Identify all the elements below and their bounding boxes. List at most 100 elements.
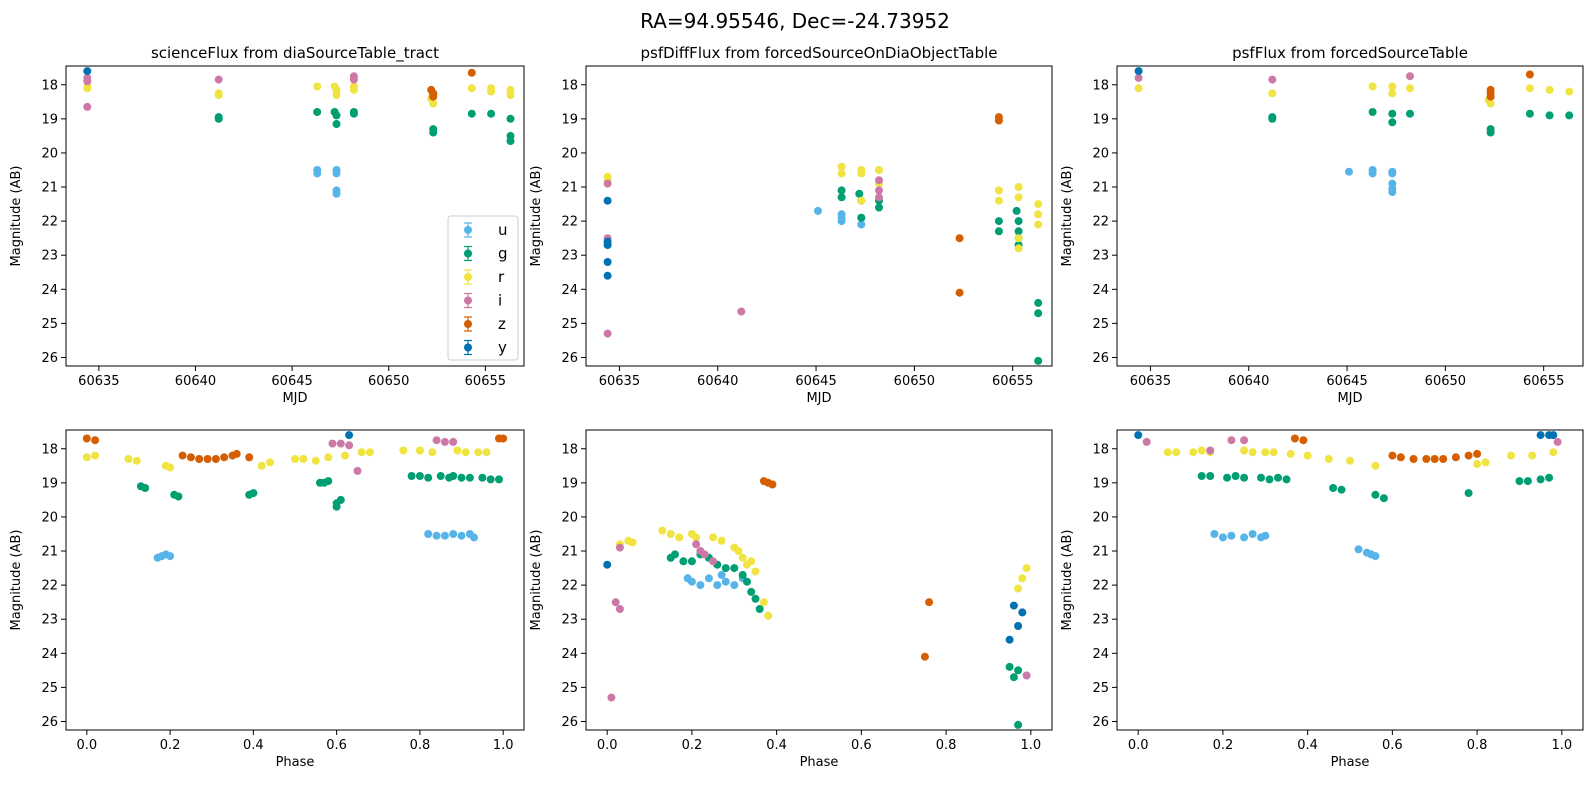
point-u — [1227, 531, 1236, 540]
point-g — [1536, 475, 1545, 484]
point-r — [857, 169, 866, 178]
point-g — [478, 473, 487, 482]
point-i — [1268, 75, 1277, 84]
point-y — [603, 258, 612, 266]
point-r — [1022, 564, 1031, 573]
point-r — [311, 456, 320, 465]
point-g — [1523, 477, 1532, 486]
point-z — [203, 455, 212, 463]
data-layer — [83, 67, 515, 198]
point-r — [487, 87, 496, 96]
point-r — [1481, 458, 1490, 467]
point-g — [1329, 484, 1338, 492]
x-tick-label: 0.4 — [243, 738, 264, 753]
point-i — [1022, 671, 1031, 680]
point-y — [83, 67, 92, 76]
point-y — [1134, 431, 1143, 440]
point-g — [1240, 473, 1249, 482]
point-g — [1388, 118, 1397, 127]
y-tick-label: 25 — [561, 317, 578, 332]
x-tick-label: 60635 — [78, 374, 119, 389]
x-tick-label: 0.8 — [1467, 738, 1488, 753]
point-r — [1549, 448, 1558, 457]
panel-5: 0.0 0.2 0.4 0.6 0.8 1.0 18 19 20 21 22 23 24 25 26 Phas… — [529, 429, 1053, 770]
point-y — [345, 431, 354, 440]
y-tick-label: 20 — [1092, 146, 1109, 161]
y-tick-label: 21 — [41, 181, 58, 196]
point-z — [955, 234, 964, 243]
figure-title: RA=94.95546, Dec=-24.73952 — [640, 9, 950, 33]
point-r — [291, 455, 299, 463]
point-g — [837, 186, 846, 195]
point-r — [1014, 584, 1023, 593]
point-r — [415, 446, 424, 455]
point-r — [91, 451, 100, 460]
point-r — [666, 530, 675, 538]
point-i — [328, 439, 337, 448]
point-r — [1528, 451, 1537, 460]
point-r — [1014, 244, 1023, 253]
y-tick-label: 26 — [561, 715, 578, 730]
point-g — [1005, 662, 1014, 671]
point-r — [83, 84, 92, 93]
point-g — [332, 502, 341, 511]
panel-6: 0.0 0.2 0.4 0.6 0.8 1.0 18 19 20 21 22 23 24 25 26 Phas… — [1060, 429, 1584, 770]
point-g — [1565, 111, 1574, 120]
point-g — [1486, 128, 1495, 137]
y-tick-label: 20 — [561, 146, 578, 161]
point-r — [1406, 84, 1414, 93]
point-g — [1206, 472, 1215, 480]
y-axis-label: Magnitude (AB) — [1060, 166, 1075, 267]
point-g — [457, 473, 466, 482]
point-z — [1486, 92, 1495, 101]
legend-label-y: y — [498, 339, 507, 357]
point-u — [696, 581, 705, 590]
point-g — [424, 473, 433, 482]
point-y — [603, 271, 612, 280]
point-i — [607, 693, 616, 702]
point-g — [1337, 485, 1346, 494]
point-g — [313, 108, 322, 116]
y-axis-label: Magnitude (AB) — [529, 166, 544, 267]
point-g — [747, 587, 756, 596]
point-r — [875, 166, 883, 174]
point-z — [1451, 453, 1460, 462]
point-g — [875, 203, 883, 212]
point-g — [671, 550, 679, 559]
x-tick-label: 60645 — [271, 374, 312, 389]
point-i — [603, 329, 612, 338]
point-g — [994, 217, 1003, 226]
x-tick-label: 60650 — [368, 374, 409, 389]
y-tick-label: 24 — [41, 283, 58, 298]
point-r — [837, 169, 846, 178]
point-z — [245, 453, 254, 462]
point-u — [1218, 533, 1227, 542]
x-axis-label: Phase — [276, 755, 315, 770]
point-g — [1282, 475, 1291, 484]
y-tick-label: 19 — [1092, 112, 1109, 127]
point-y — [1014, 622, 1023, 630]
y-tick-label: 23 — [1092, 613, 1109, 628]
point-u — [1388, 188, 1397, 197]
point-u — [1388, 169, 1397, 178]
point-z — [82, 434, 91, 443]
point-z — [1525, 70, 1534, 79]
point-r — [1269, 448, 1278, 457]
y-tick-label: 25 — [41, 317, 58, 332]
point-g — [349, 109, 358, 118]
point-r — [837, 162, 846, 171]
point-z — [955, 288, 964, 297]
x-tick-label: 0.8 — [410, 738, 431, 753]
x-tick-label: 60640 — [1228, 374, 1269, 389]
x-tick-label: 60635 — [1130, 374, 1171, 389]
legend-item-u: u — [464, 221, 508, 239]
x-axis-label: MJD — [806, 391, 831, 406]
point-g — [336, 495, 345, 504]
y-tick-label: 23 — [41, 249, 58, 264]
y-tick-label: 18 — [561, 78, 578, 93]
point-g — [1223, 473, 1232, 482]
point-r — [1014, 193, 1023, 202]
point-r — [1134, 84, 1143, 93]
point-u — [687, 577, 696, 586]
point-g — [687, 557, 696, 566]
